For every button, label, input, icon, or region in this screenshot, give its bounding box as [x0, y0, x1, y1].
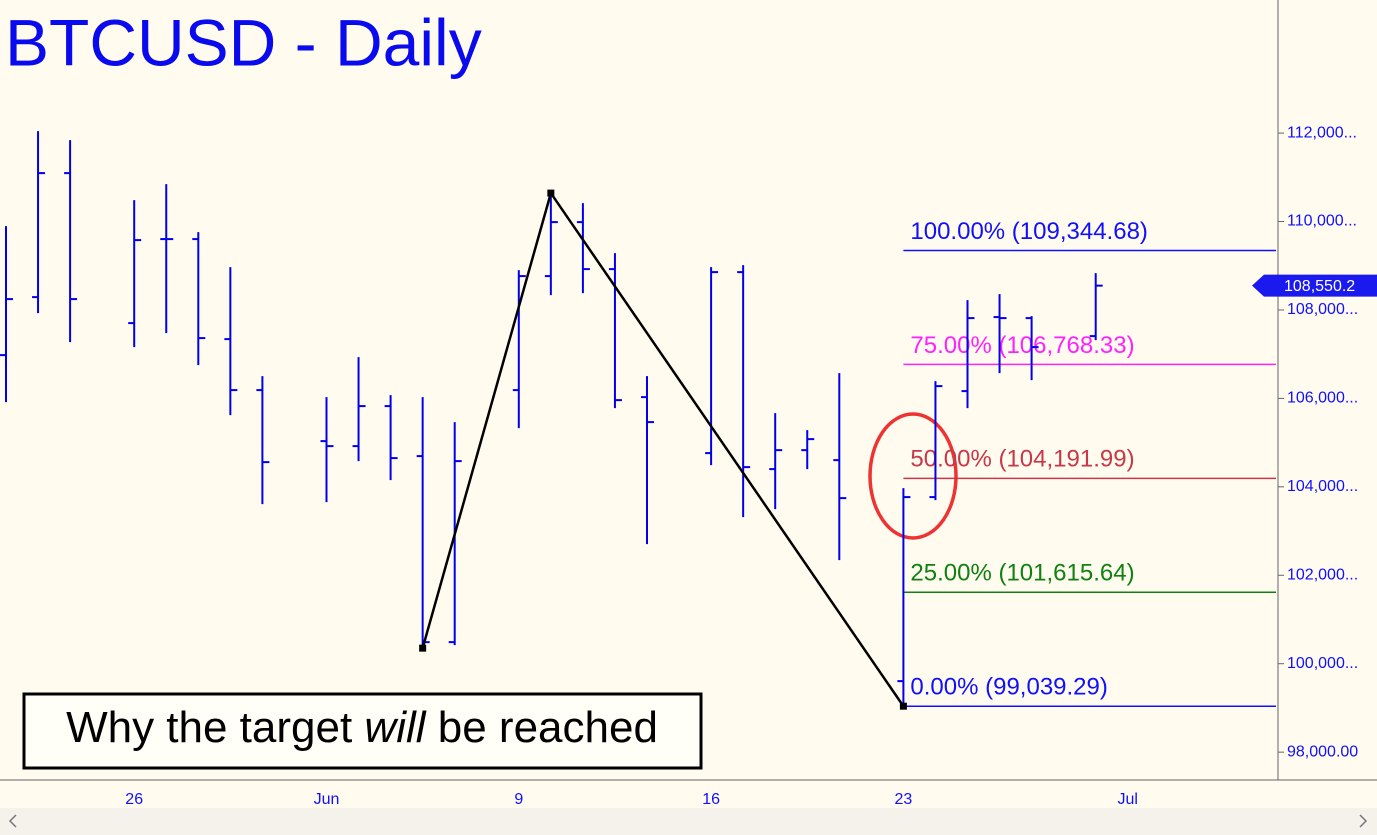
zigzag-point — [547, 189, 555, 197]
x-tick-label: 23 — [895, 791, 913, 808]
annotation-frame — [22, 692, 703, 770]
y-tick-label: 106,000... — [1287, 390, 1358, 407]
last-price-label: 108,550.2 — [1284, 278, 1355, 295]
zigzag-point — [899, 702, 907, 710]
annotation-box: Why the target will be reached — [22, 692, 703, 770]
x-tick-label: 9 — [514, 791, 523, 808]
annotation: Why the target will be reached — [66, 703, 658, 752]
y-tick-label: 112,000... — [1287, 124, 1357, 141]
y-tick-label: 104,000... — [1287, 478, 1358, 495]
annotation-part: Why the target — [66, 703, 364, 752]
y-tick-label: 108,000... — [1287, 301, 1358, 318]
level-label: 0.00% (99,039.29) — [910, 674, 1107, 701]
annotation-part: will — [364, 703, 426, 752]
last-price-tag — [1252, 274, 1377, 297]
y-tick-label: 102,000... — [1287, 566, 1358, 583]
chart-title: BTCUSD - Daily — [5, 5, 482, 79]
level-label: 25.00% (101,615.64) — [910, 560, 1134, 587]
x-tick-label: 26 — [125, 791, 143, 808]
highlight-ellipse — [868, 412, 958, 540]
y-tick-label: 100,000... — [1287, 655, 1358, 672]
level-label: 100.00% (109,344.68) — [910, 218, 1148, 245]
y-tick-label: 110,000... — [1287, 213, 1357, 230]
level-label: 75.00% (106,768.33) — [910, 332, 1134, 359]
y-tick-label: 98,000.00 — [1287, 743, 1358, 760]
x-tick-label: Jul — [1118, 791, 1138, 808]
level-label: 50.00% (104,191.99) — [910, 446, 1134, 473]
zigzag-point — [419, 644, 427, 652]
scrollbar[interactable] — [0, 808, 1377, 835]
annotation-part: be reached — [426, 703, 658, 752]
x-tick-label: Jun — [314, 791, 340, 808]
x-tick-label: 16 — [702, 791, 720, 808]
scroll-right[interactable] — [1359, 814, 1368, 828]
scroll-left[interactable] — [8, 814, 17, 828]
